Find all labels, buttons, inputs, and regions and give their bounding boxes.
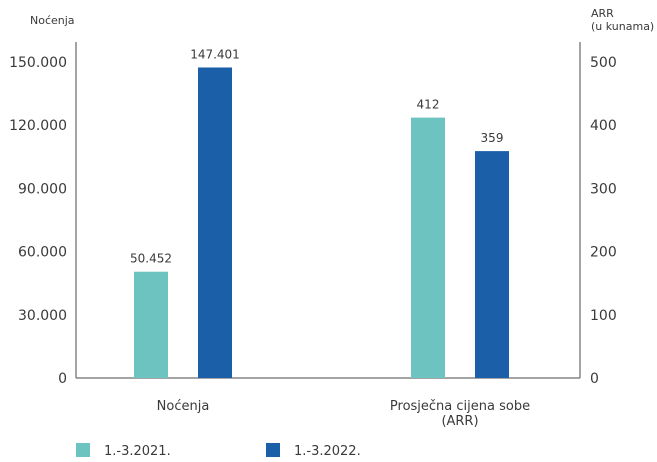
left-tick-label: 90.000 xyxy=(18,181,67,197)
legend-label: 1.-3.2021. xyxy=(104,444,171,458)
bar-value-label: 147.401 xyxy=(190,47,240,61)
category-label: Prosječna cijena sobe xyxy=(390,399,530,414)
right-axis-title-line: (u kunama) xyxy=(591,20,654,33)
right-tick-label: 500 xyxy=(590,55,617,71)
bar xyxy=(411,117,445,378)
bar xyxy=(475,151,509,378)
right-tick-label: 200 xyxy=(590,245,617,261)
bar-value-label: 50.452 xyxy=(130,252,172,266)
labels: 50.452 147.401 Noćenja 412 359 Prosječna cije… xyxy=(130,47,530,429)
left-tick-label: 120.000 xyxy=(9,118,67,134)
left-tick-label: 30.000 xyxy=(18,308,67,324)
legend: 1.-3.2021. 1.-3.2022. xyxy=(76,443,361,459)
left-tick-label: 0 xyxy=(58,371,67,387)
right-tick-label: 100 xyxy=(590,308,617,324)
right-axis-title-line: ARR xyxy=(591,7,614,20)
axes: 0 30.000 60.000 90.000 120.000 150.000 Noćenja… xyxy=(9,7,654,387)
legend-swatch xyxy=(76,443,90,457)
right-tick-label: 0 xyxy=(590,371,599,387)
right-tick-label: 300 xyxy=(590,181,617,197)
bar-value-label: 359 xyxy=(481,131,504,145)
category-label: Noćenja xyxy=(157,399,210,414)
bar-value-label: 412 xyxy=(417,98,440,112)
bars xyxy=(134,67,509,379)
left-axis-title: Noćenja xyxy=(30,14,75,27)
left-tick-label: 150.000 xyxy=(9,55,67,71)
bar xyxy=(198,67,232,379)
right-tick-label: 400 xyxy=(590,118,617,134)
left-tick-label: 60.000 xyxy=(18,245,67,261)
legend-swatch xyxy=(266,443,280,457)
legend-label: 1.-3.2022. xyxy=(294,444,361,458)
bar xyxy=(134,271,168,378)
category-label: (ARR) xyxy=(441,414,478,429)
